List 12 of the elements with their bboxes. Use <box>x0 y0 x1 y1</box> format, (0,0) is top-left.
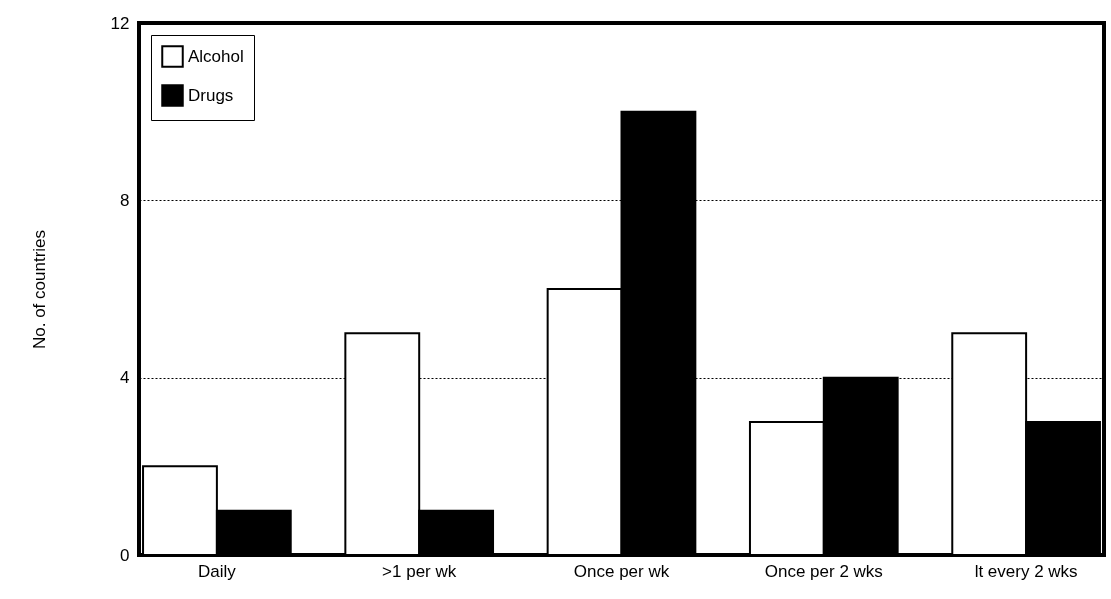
legend-label: Drugs <box>188 85 234 105</box>
x-tick-label: lt every 2 wks <box>974 561 1078 581</box>
x-tick-label: Daily <box>197 561 237 581</box>
y-axis-title: No. of countries <box>29 229 49 350</box>
legend-label: Alcohol <box>188 46 244 66</box>
x-tick-label: Once per 2 wks <box>764 561 883 581</box>
y-tick-label: 0 <box>120 545 130 565</box>
y-tick-label: 4 <box>120 368 130 388</box>
x-tick-label: Once per wk <box>573 561 670 581</box>
y-tick-label: 12 <box>110 13 130 33</box>
y-tick-label: 8 <box>120 190 130 210</box>
x-tick-label: >1 per wk <box>382 561 457 581</box>
